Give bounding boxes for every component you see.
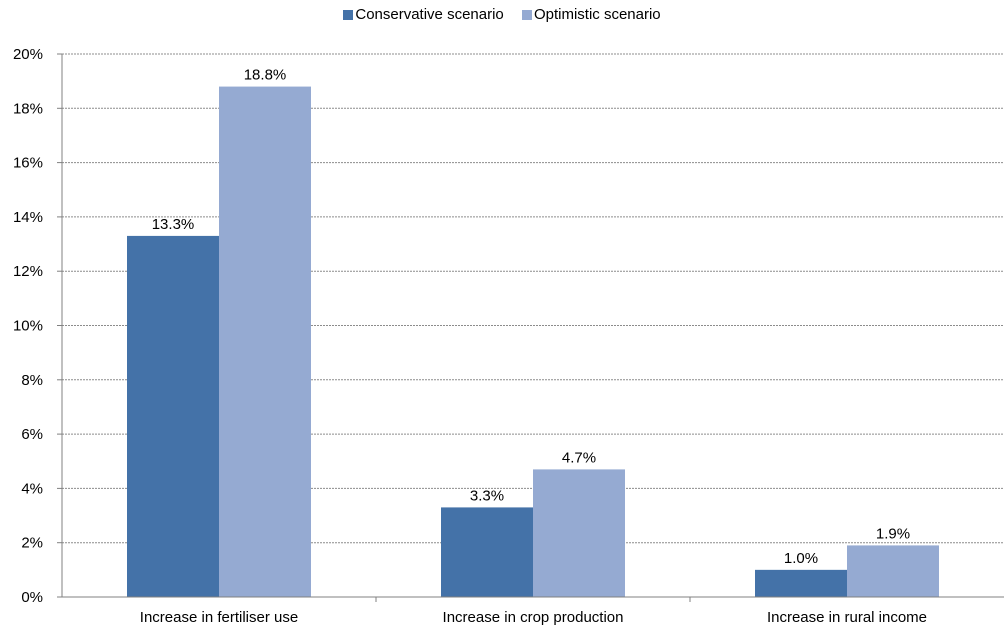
- y-tick-label: 12%: [13, 263, 43, 280]
- y-tick-label: 18%: [13, 100, 43, 117]
- y-tick-label: 6%: [21, 426, 43, 443]
- x-tick-label: Increase in rural income: [767, 609, 927, 626]
- bar-conservative: [441, 507, 533, 597]
- legend-label-optimistic: Optimistic scenario: [533, 6, 661, 23]
- data-label: 4.7%: [562, 449, 596, 466]
- bar-conservative: [127, 235, 219, 597]
- y-tick-label: 8%: [21, 372, 43, 389]
- y-tick-label: 2%: [21, 535, 43, 552]
- x-tick-label: Increase in fertiliser use: [140, 609, 298, 626]
- bars: [127, 86, 939, 597]
- bar-optimistic: [847, 545, 939, 597]
- x-tick-label: Increase in crop production: [443, 609, 624, 626]
- y-tick-label: 20%: [13, 46, 43, 63]
- bar-conservative: [755, 569, 847, 597]
- legend-item-conservative: Conservative scenario: [343, 6, 504, 23]
- y-tick-label: 4%: [21, 480, 43, 497]
- chart-legend: Conservative scenario Optimistic scenari…: [0, 6, 1004, 24]
- axes: [57, 53, 1004, 602]
- data-label: 1.0%: [784, 550, 818, 567]
- y-tick-label: 10%: [13, 318, 43, 335]
- legend-item-optimistic: Optimistic scenario: [521, 6, 661, 23]
- bar-optimistic: [219, 86, 311, 597]
- data-label: 13.3%: [152, 216, 195, 233]
- bar-optimistic: [533, 469, 625, 597]
- legend-label-conservative: Conservative scenario: [355, 6, 504, 23]
- data-label: 1.9%: [876, 525, 910, 542]
- y-tick-label: 0%: [21, 589, 43, 606]
- data-label: 3.3%: [470, 487, 504, 504]
- data-label: 18.8%: [244, 67, 287, 84]
- y-tick-label: 14%: [13, 209, 43, 226]
- tick-labels: 0% 2% 4% 6% 8% 10% 12% 14% 16% 18% 20% 13.3% 18.8% In…: [13, 46, 927, 626]
- legend-swatch-optimistic: [521, 9, 532, 20]
- y-tick-label: 16%: [13, 155, 43, 172]
- legend-swatch-conservative: [343, 9, 354, 20]
